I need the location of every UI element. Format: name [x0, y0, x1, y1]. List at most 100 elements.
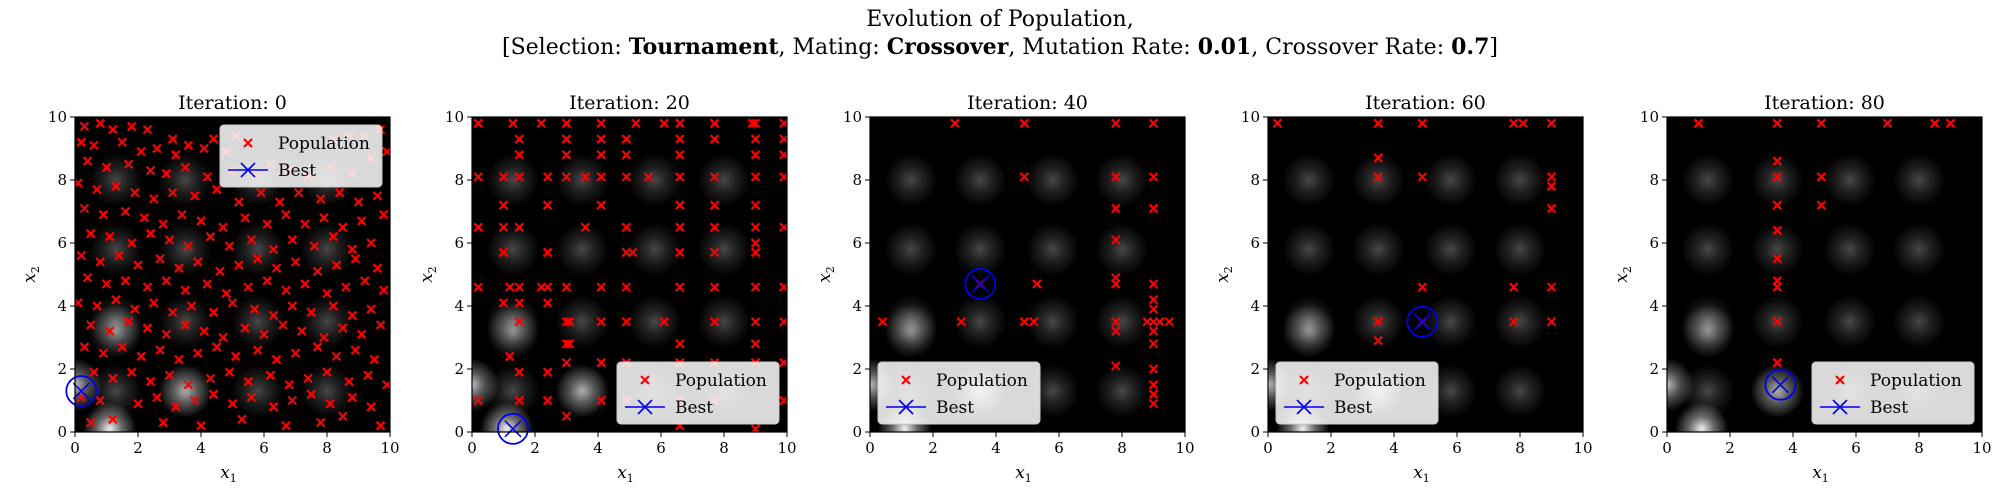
landscape-peak — [89, 153, 143, 207]
population-point — [142, 124, 153, 135]
population-point — [1508, 118, 1519, 129]
population-point — [1772, 316, 1783, 327]
population-point — [158, 219, 168, 229]
population-point — [1148, 364, 1159, 374]
population-point — [627, 247, 638, 258]
plot-frame — [869, 116, 1186, 433]
legend-population-marker — [243, 138, 253, 148]
population-point — [161, 168, 172, 179]
population-point — [750, 222, 761, 233]
x-tick-label: 2 — [530, 439, 540, 457]
landscape-peak — [158, 294, 213, 349]
population-point — [164, 370, 175, 381]
population-point — [1272, 118, 1283, 129]
best-circle — [1406, 305, 1439, 338]
population-point — [136, 146, 146, 157]
population-point — [180, 320, 191, 330]
legend: Population Best — [219, 124, 383, 188]
population-point — [284, 379, 294, 390]
legend-population-marker — [640, 375, 650, 385]
panel-title: Iteration: 20 — [569, 92, 690, 114]
population-point — [142, 282, 153, 292]
legend-population-label: Population — [675, 371, 767, 391]
landscape-peak — [1282, 222, 1336, 277]
legend-best-marker — [1296, 399, 1312, 415]
population-point — [372, 263, 383, 273]
population-point — [265, 370, 276, 381]
population-point — [76, 250, 87, 261]
population-point — [297, 326, 307, 336]
population-point — [259, 329, 269, 340]
population-point — [306, 307, 317, 318]
population-point — [268, 402, 279, 412]
population-point — [211, 342, 222, 352]
population-point — [85, 417, 96, 428]
population-point — [1110, 326, 1121, 336]
population-point — [108, 373, 118, 384]
population-point — [1110, 235, 1121, 245]
landscape-peak — [1095, 222, 1149, 277]
population-point — [196, 216, 206, 226]
population-point — [877, 316, 888, 327]
landscape-peak — [1822, 294, 1877, 349]
population-point — [155, 345, 165, 355]
population-point — [174, 263, 184, 273]
population-point — [89, 140, 99, 151]
landscape-peak — [555, 222, 610, 277]
population-point — [675, 134, 685, 144]
population-point — [1148, 339, 1159, 349]
y-axis-label: x2 — [815, 266, 837, 283]
population-point — [1816, 200, 1827, 210]
population-point — [344, 376, 354, 387]
legend: Population Best — [1275, 361, 1439, 425]
population-point — [331, 260, 342, 270]
population-point — [350, 253, 361, 264]
population-point — [1417, 118, 1428, 129]
population-point — [130, 187, 140, 198]
landscape-peak — [1681, 304, 1735, 358]
y-axis-label: x2 — [1612, 266, 1634, 283]
population-point — [337, 222, 348, 233]
best-marker — [497, 412, 529, 445]
population-point — [123, 159, 134, 170]
x-tick-label: 4 — [1389, 439, 1399, 457]
landscape-peak — [1750, 222, 1805, 277]
population-point — [312, 342, 323, 352]
population-point — [621, 134, 632, 144]
population-point — [580, 222, 591, 233]
legend-best-label: Best — [1334, 398, 1372, 418]
population-point — [564, 339, 575, 349]
population-point — [1508, 282, 1519, 292]
landscape-peak — [1892, 222, 1946, 277]
population-point — [514, 172, 525, 182]
population-point — [675, 339, 685, 349]
population-point — [300, 219, 310, 229]
population-point — [278, 320, 288, 330]
x-tick-label: 10 — [777, 439, 796, 457]
population-point — [328, 301, 339, 311]
population-point — [561, 134, 572, 144]
landscape-peak — [1493, 364, 1547, 418]
population-point — [240, 213, 250, 223]
y-tick-label: 4 — [852, 297, 862, 315]
population-point — [104, 231, 115, 242]
population-point — [514, 282, 525, 292]
best-marker — [1406, 305, 1439, 338]
y-tick-label: 10 — [1241, 108, 1260, 126]
x-tick-label: 10 — [380, 439, 399, 457]
population-point — [366, 238, 376, 248]
x-tick-label: 6 — [259, 439, 269, 457]
subtitle-open: [Selection: — [502, 35, 629, 60]
population-point — [234, 197, 244, 207]
population-point — [596, 134, 606, 144]
population-point — [675, 282, 685, 292]
population-point — [659, 316, 669, 327]
landscape-peak — [627, 294, 682, 349]
x-tick-label: 6 — [1054, 439, 1064, 457]
population-point — [498, 247, 509, 258]
population-point — [1373, 316, 1384, 327]
population-point — [596, 395, 606, 406]
population-points — [473, 118, 787, 432]
population-point — [189, 395, 200, 406]
population-point — [596, 200, 606, 210]
